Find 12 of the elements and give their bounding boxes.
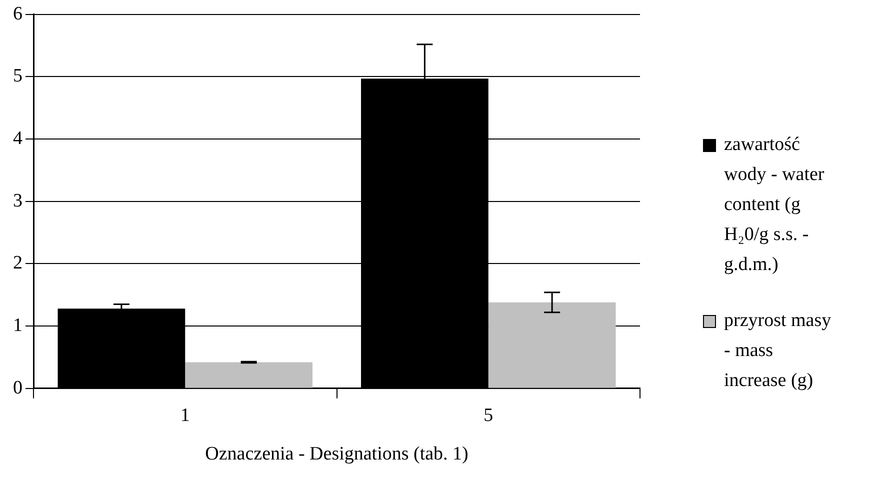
legend-label: przyrost masy - mass increase (g) — [724, 310, 832, 391]
y-tick-label: 5 — [13, 66, 22, 87]
x-axis-title: Oznaczenia - Designations (tab. 1) — [205, 444, 468, 465]
bar — [488, 302, 616, 388]
legend-label: zawartość wody - water content (g H₂0/g s.s. - g.d.m.) — [724, 134, 824, 275]
y-tick-label: 0 — [13, 377, 22, 398]
y-tick-label: 3 — [13, 190, 22, 212]
y-tick-label: 1 — [13, 315, 22, 336]
y-tick-label: 4 — [13, 128, 23, 150]
y-tick-label: 6 — [13, 3, 22, 24]
y-tick-label: 2 — [13, 252, 22, 274]
bar — [185, 362, 312, 388]
